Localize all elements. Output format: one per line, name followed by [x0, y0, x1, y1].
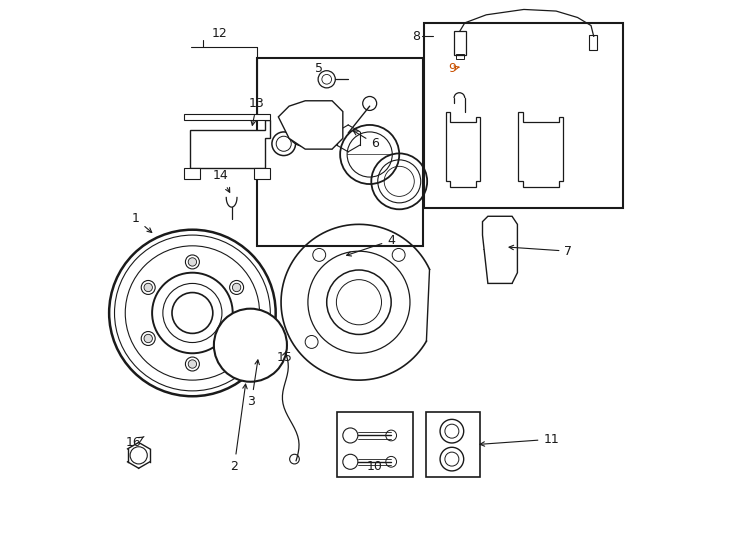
Text: 6: 6 — [353, 131, 379, 150]
Text: 4: 4 — [346, 234, 395, 256]
Text: 5: 5 — [315, 62, 323, 75]
Bar — [424, 23, 623, 208]
Text: 13: 13 — [249, 97, 265, 125]
Bar — [523, 122, 559, 181]
Bar — [426, 413, 480, 477]
Circle shape — [144, 334, 153, 343]
Text: 12: 12 — [211, 27, 227, 40]
Text: 2: 2 — [230, 384, 247, 472]
Circle shape — [214, 309, 287, 382]
Text: 16: 16 — [126, 436, 144, 449]
Polygon shape — [482, 217, 517, 284]
Text: 8: 8 — [412, 30, 420, 43]
Circle shape — [188, 258, 197, 266]
Text: 14: 14 — [213, 170, 230, 192]
Polygon shape — [518, 112, 563, 187]
Text: 7: 7 — [509, 245, 573, 258]
Polygon shape — [254, 168, 270, 179]
Bar — [338, 413, 413, 477]
Text: 9: 9 — [448, 62, 459, 75]
Text: 1: 1 — [132, 212, 152, 232]
Text: 3: 3 — [247, 360, 259, 408]
Polygon shape — [189, 119, 270, 168]
Bar — [450, 122, 476, 181]
Polygon shape — [184, 114, 270, 119]
Circle shape — [233, 334, 241, 343]
Text: 10: 10 — [367, 460, 383, 472]
Bar — [454, 31, 466, 55]
Circle shape — [144, 284, 153, 292]
Text: 11: 11 — [480, 433, 559, 446]
Polygon shape — [278, 101, 343, 149]
Polygon shape — [184, 168, 200, 179]
Circle shape — [233, 284, 241, 292]
Circle shape — [188, 360, 197, 368]
Bar — [589, 35, 597, 50]
Bar — [257, 58, 424, 246]
Bar — [456, 54, 464, 59]
Polygon shape — [446, 112, 480, 187]
Text: 15: 15 — [276, 350, 292, 363]
